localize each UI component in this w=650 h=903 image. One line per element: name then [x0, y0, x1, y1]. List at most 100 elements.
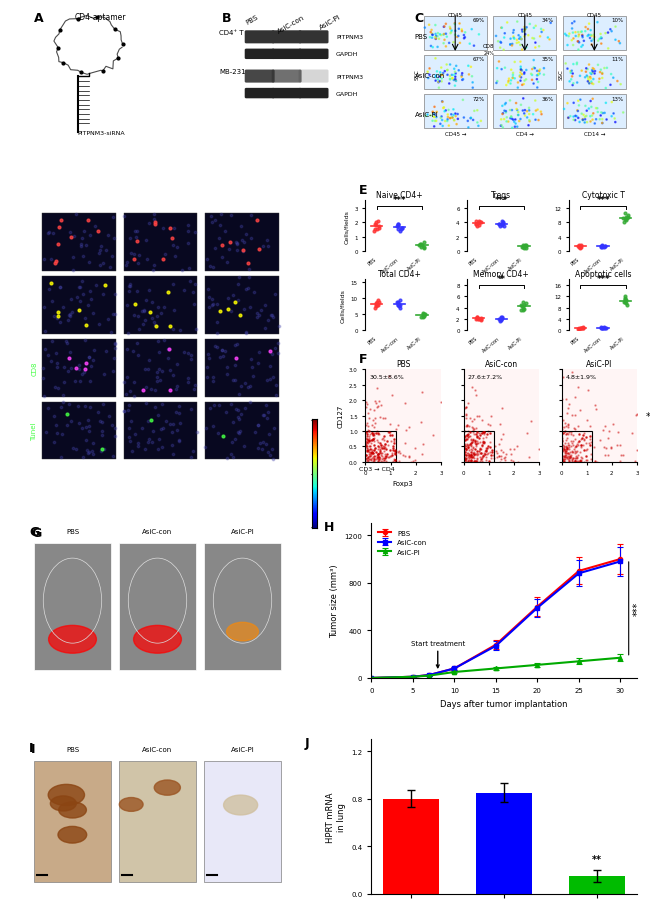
Point — [499, 105, 510, 119]
Point — [470, 454, 480, 469]
Point — [376, 454, 386, 469]
Point — [392, 220, 402, 235]
Point — [605, 442, 616, 456]
Point — [65, 308, 75, 322]
Circle shape — [224, 796, 257, 815]
Point — [362, 452, 372, 466]
Point — [362, 435, 372, 450]
Text: CD45: CD45 — [587, 13, 602, 18]
Point — [591, 402, 601, 416]
Point — [597, 116, 608, 131]
Point — [367, 433, 378, 448]
Point — [538, 23, 549, 38]
Point — [189, 378, 200, 393]
Point — [391, 423, 402, 437]
Point — [55, 280, 65, 294]
Point — [446, 26, 456, 41]
Point — [588, 92, 598, 107]
Point — [171, 405, 181, 420]
Point — [419, 308, 429, 322]
Point — [439, 28, 449, 42]
Point — [369, 420, 379, 434]
Point — [520, 28, 530, 42]
Point — [560, 424, 570, 439]
Point — [476, 438, 487, 452]
Point — [363, 433, 374, 448]
Point — [389, 453, 400, 468]
Point — [452, 113, 463, 127]
Point — [479, 427, 489, 442]
Point — [596, 240, 606, 255]
Point — [421, 109, 431, 124]
Point — [439, 33, 450, 48]
Point — [447, 110, 458, 125]
Point — [559, 441, 569, 455]
Point — [422, 108, 433, 123]
Point — [495, 219, 505, 234]
Point — [471, 429, 482, 443]
Point — [494, 450, 504, 464]
Point — [507, 104, 517, 118]
Point — [216, 208, 227, 222]
Point — [475, 454, 486, 469]
Point — [467, 414, 477, 428]
Point — [481, 444, 491, 459]
Point — [568, 452, 578, 466]
Point — [361, 429, 372, 443]
Point — [393, 298, 403, 312]
Point — [571, 452, 582, 466]
Point — [476, 115, 486, 129]
Point — [128, 344, 138, 358]
Point — [558, 443, 569, 458]
Point — [560, 57, 571, 71]
Point — [582, 453, 592, 468]
Point — [97, 429, 107, 443]
Point — [532, 69, 542, 83]
Point — [486, 440, 496, 454]
Point — [478, 424, 488, 439]
Point — [418, 308, 428, 322]
Point — [226, 304, 236, 319]
Point — [502, 16, 512, 31]
Point — [458, 433, 469, 448]
Point — [369, 452, 379, 466]
Point — [451, 60, 462, 74]
Point — [363, 419, 373, 433]
Point — [373, 452, 384, 467]
Point — [215, 219, 226, 233]
Point — [436, 75, 447, 89]
Point — [565, 449, 575, 463]
Point — [213, 426, 223, 441]
Point — [535, 30, 545, 44]
Bar — [493, 56, 556, 90]
Point — [234, 413, 244, 427]
Point — [244, 271, 254, 285]
Point — [588, 65, 598, 79]
Point — [236, 379, 246, 394]
Point — [495, 310, 506, 324]
Point — [62, 418, 72, 433]
Point — [39, 301, 49, 315]
Bar — [493, 96, 556, 129]
Point — [88, 436, 98, 451]
Point — [464, 448, 474, 462]
Text: 36%: 36% — [542, 97, 554, 101]
Point — [527, 32, 538, 46]
Point — [533, 114, 543, 128]
Point — [431, 111, 441, 126]
Point — [446, 108, 456, 123]
Point — [578, 428, 588, 442]
Point — [208, 370, 218, 385]
Point — [496, 312, 506, 327]
Point — [545, 16, 556, 31]
Point — [376, 439, 387, 453]
Point — [471, 215, 482, 229]
Point — [484, 454, 495, 469]
Point — [265, 345, 275, 359]
Point — [619, 293, 630, 307]
Point — [50, 256, 60, 271]
Point — [528, 61, 539, 76]
Point — [212, 326, 222, 340]
Point — [417, 385, 427, 399]
Point — [378, 411, 388, 425]
